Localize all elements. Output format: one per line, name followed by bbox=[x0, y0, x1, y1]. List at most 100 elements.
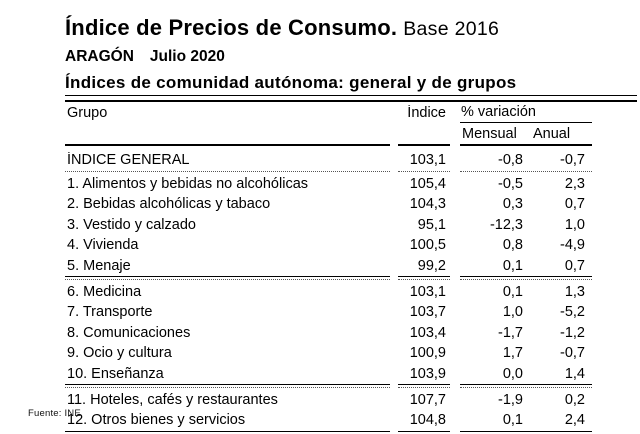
col-header-variacion: % variación bbox=[460, 102, 592, 124]
row-name-cell: 9. Ocio y cultura bbox=[67, 345, 172, 362]
report-content: Índice de Precios de Consumo. Base 2016 A… bbox=[65, 6, 637, 434]
row-indice-cell: 103,4 bbox=[409, 324, 446, 341]
rule-segment bbox=[65, 430, 390, 434]
row-name-cell: 10. Enseñanza bbox=[67, 365, 164, 382]
rule-segment bbox=[460, 430, 592, 434]
row-mensual-cell: 0,8 bbox=[502, 237, 523, 254]
row-mensual-cell: -0,8 bbox=[498, 151, 523, 168]
row-name-cell: 11. Hoteles, cafés y restaurantes bbox=[67, 391, 278, 408]
rule-segment bbox=[398, 144, 450, 147]
col-header-mensual: Mensual bbox=[462, 125, 517, 142]
row-mensual-cell: 0,0 bbox=[502, 365, 523, 382]
row-mensual-cell: 0,1 bbox=[502, 257, 523, 274]
row-mensual-cell: 1,0 bbox=[502, 304, 523, 321]
row-anual-cell: -1,2 bbox=[560, 324, 585, 341]
row-name-cell: 3. Vestido y calzado bbox=[67, 216, 196, 233]
rule-segment bbox=[65, 275, 390, 280]
row-anual-cell: 0,7 bbox=[564, 257, 585, 274]
row-indice-cell: 103,1 bbox=[409, 283, 446, 300]
rule-segment bbox=[460, 144, 592, 147]
row-indice-cell: 104,3 bbox=[409, 196, 446, 213]
rule-segment bbox=[460, 383, 592, 388]
table-header-row-1: Grupo Índice % variación bbox=[65, 102, 637, 124]
group-separator bbox=[65, 383, 637, 390]
row-name-cell: 12. Otros bienes y servicios bbox=[67, 412, 246, 429]
rule-segment bbox=[460, 275, 592, 280]
row-name-cell: 2. Bebidas alcohólicas y tabaco bbox=[67, 196, 271, 213]
source-note: Fuente: INE bbox=[28, 408, 81, 419]
table-row: 9. Ocio y cultura 100,9 1,7 -0,7 bbox=[65, 343, 637, 363]
table-header-row-2: Mensual Anual bbox=[65, 123, 637, 144]
row-name-cell: 8. Comunicaciones bbox=[67, 324, 191, 341]
table-subtitle: Índices de comunidad autónoma: general y… bbox=[65, 73, 637, 96]
row-indice-cell: 103,9 bbox=[409, 365, 446, 382]
row-name-cell: 4. Vivienda bbox=[67, 237, 139, 254]
row-name-cell: ÍNDICE GENERAL bbox=[67, 151, 190, 168]
row-indice-cell: 100,5 bbox=[409, 237, 446, 254]
table-row: 2. Bebidas alcohólicas y tabaco 104,3 0,… bbox=[65, 194, 637, 214]
table-row: 3. Vestido y calzado 95,1 -12,3 1,0 bbox=[65, 215, 637, 235]
row-name-cell: 7. Transporte bbox=[67, 304, 153, 321]
row-mensual-cell: -0,5 bbox=[498, 176, 523, 193]
header-bottom-rule bbox=[65, 144, 637, 149]
row-mensual-cell: 0,1 bbox=[502, 283, 523, 300]
region-label: ARAGÓN bbox=[65, 47, 134, 65]
table-row: 7. Transporte 103,7 1,0 -5,2 bbox=[65, 302, 637, 322]
table-row: 6. Medicina 103,1 0,1 1,3 bbox=[65, 282, 637, 302]
row-indice-cell: 99,2 bbox=[417, 257, 446, 274]
col-header-indice: Índice bbox=[407, 104, 446, 121]
row-indice-cell: 95,1 bbox=[417, 216, 446, 233]
title-main: Índice de Precios de Consumo. bbox=[65, 15, 398, 40]
row-mensual-cell: -1,7 bbox=[498, 324, 523, 341]
row-mensual-cell: -1,9 bbox=[498, 391, 523, 408]
ipc-table: Grupo Índice % variación Mensual Anual Í… bbox=[65, 102, 637, 434]
rule-segment bbox=[460, 170, 592, 172]
title-base-year: Base 2016 bbox=[403, 18, 500, 40]
row-anual-cell: 1,4 bbox=[564, 365, 585, 382]
row-mensual-cell: 0,3 bbox=[502, 196, 523, 213]
table-top-rule bbox=[65, 99, 637, 103]
row-indice-cell: 105,4 bbox=[409, 176, 446, 193]
rule-segment bbox=[65, 170, 390, 172]
row-anual-cell: 2,4 bbox=[564, 412, 585, 429]
table-row: 8. Comunicaciones 103,4 -1,7 -1,2 bbox=[65, 323, 637, 343]
row-name-cell: 6. Medicina bbox=[67, 283, 142, 300]
table-row: 1. Alimentos y bebidas no alcohólicas 10… bbox=[65, 174, 637, 194]
rule-segment bbox=[65, 144, 390, 147]
row-name-cell: 5. Menaje bbox=[67, 257, 131, 274]
row-indice-cell: 107,7 bbox=[409, 391, 446, 408]
row-mensual-cell: -12,3 bbox=[489, 216, 523, 233]
row-separator-dotted bbox=[65, 170, 637, 174]
row-anual-cell: -4,9 bbox=[560, 237, 585, 254]
table-row: 12. Otros bienes y servicios 104,8 0,1 2… bbox=[65, 410, 637, 430]
row-indice-cell: 103,7 bbox=[409, 304, 446, 321]
row-anual-cell: 1,0 bbox=[564, 216, 585, 233]
row-anual-cell: -0,7 bbox=[560, 345, 585, 362]
row-mensual-cell: 0,1 bbox=[502, 412, 523, 429]
region-period-line: ARAGÓN Julio 2020 bbox=[65, 48, 637, 66]
rule-segment bbox=[398, 383, 450, 388]
table-row: 4. Vivienda 100,5 0,8 -4,9 bbox=[65, 235, 637, 255]
row-mensual-cell: 1,7 bbox=[502, 345, 523, 362]
table-row: ÍNDICE GENERAL 103,1 -0,8 -0,7 bbox=[65, 149, 637, 169]
col-header-anual: Anual bbox=[533, 125, 571, 142]
row-anual-cell: 0,2 bbox=[564, 391, 585, 408]
row-anual-cell: -0,7 bbox=[560, 151, 585, 168]
row-indice-cell: 103,1 bbox=[409, 151, 446, 168]
rule-segment bbox=[398, 170, 450, 172]
rule-segment bbox=[65, 383, 390, 388]
row-anual-cell: 1,3 bbox=[564, 283, 585, 300]
table-row: 5. Menaje 99,2 0,1 0,7 bbox=[65, 255, 637, 275]
row-name-cell: 1. Alimentos y bebidas no alcohólicas bbox=[67, 176, 309, 193]
group-separator bbox=[65, 275, 637, 282]
period-label: Julio 2020 bbox=[149, 47, 225, 65]
row-indice-cell: 104,8 bbox=[409, 412, 446, 429]
col-header-grupo: Grupo bbox=[67, 104, 108, 121]
row-anual-cell: 0,7 bbox=[564, 196, 585, 213]
rule-segment bbox=[398, 430, 450, 434]
table-row: 10. Enseñanza 103,9 0,0 1,4 bbox=[65, 363, 637, 383]
row-indice-cell: 100,9 bbox=[409, 345, 446, 362]
row-anual-cell: -5,2 bbox=[560, 304, 585, 321]
page-title: Índice de Precios de Consumo. Base 2016 bbox=[65, 6, 637, 44]
